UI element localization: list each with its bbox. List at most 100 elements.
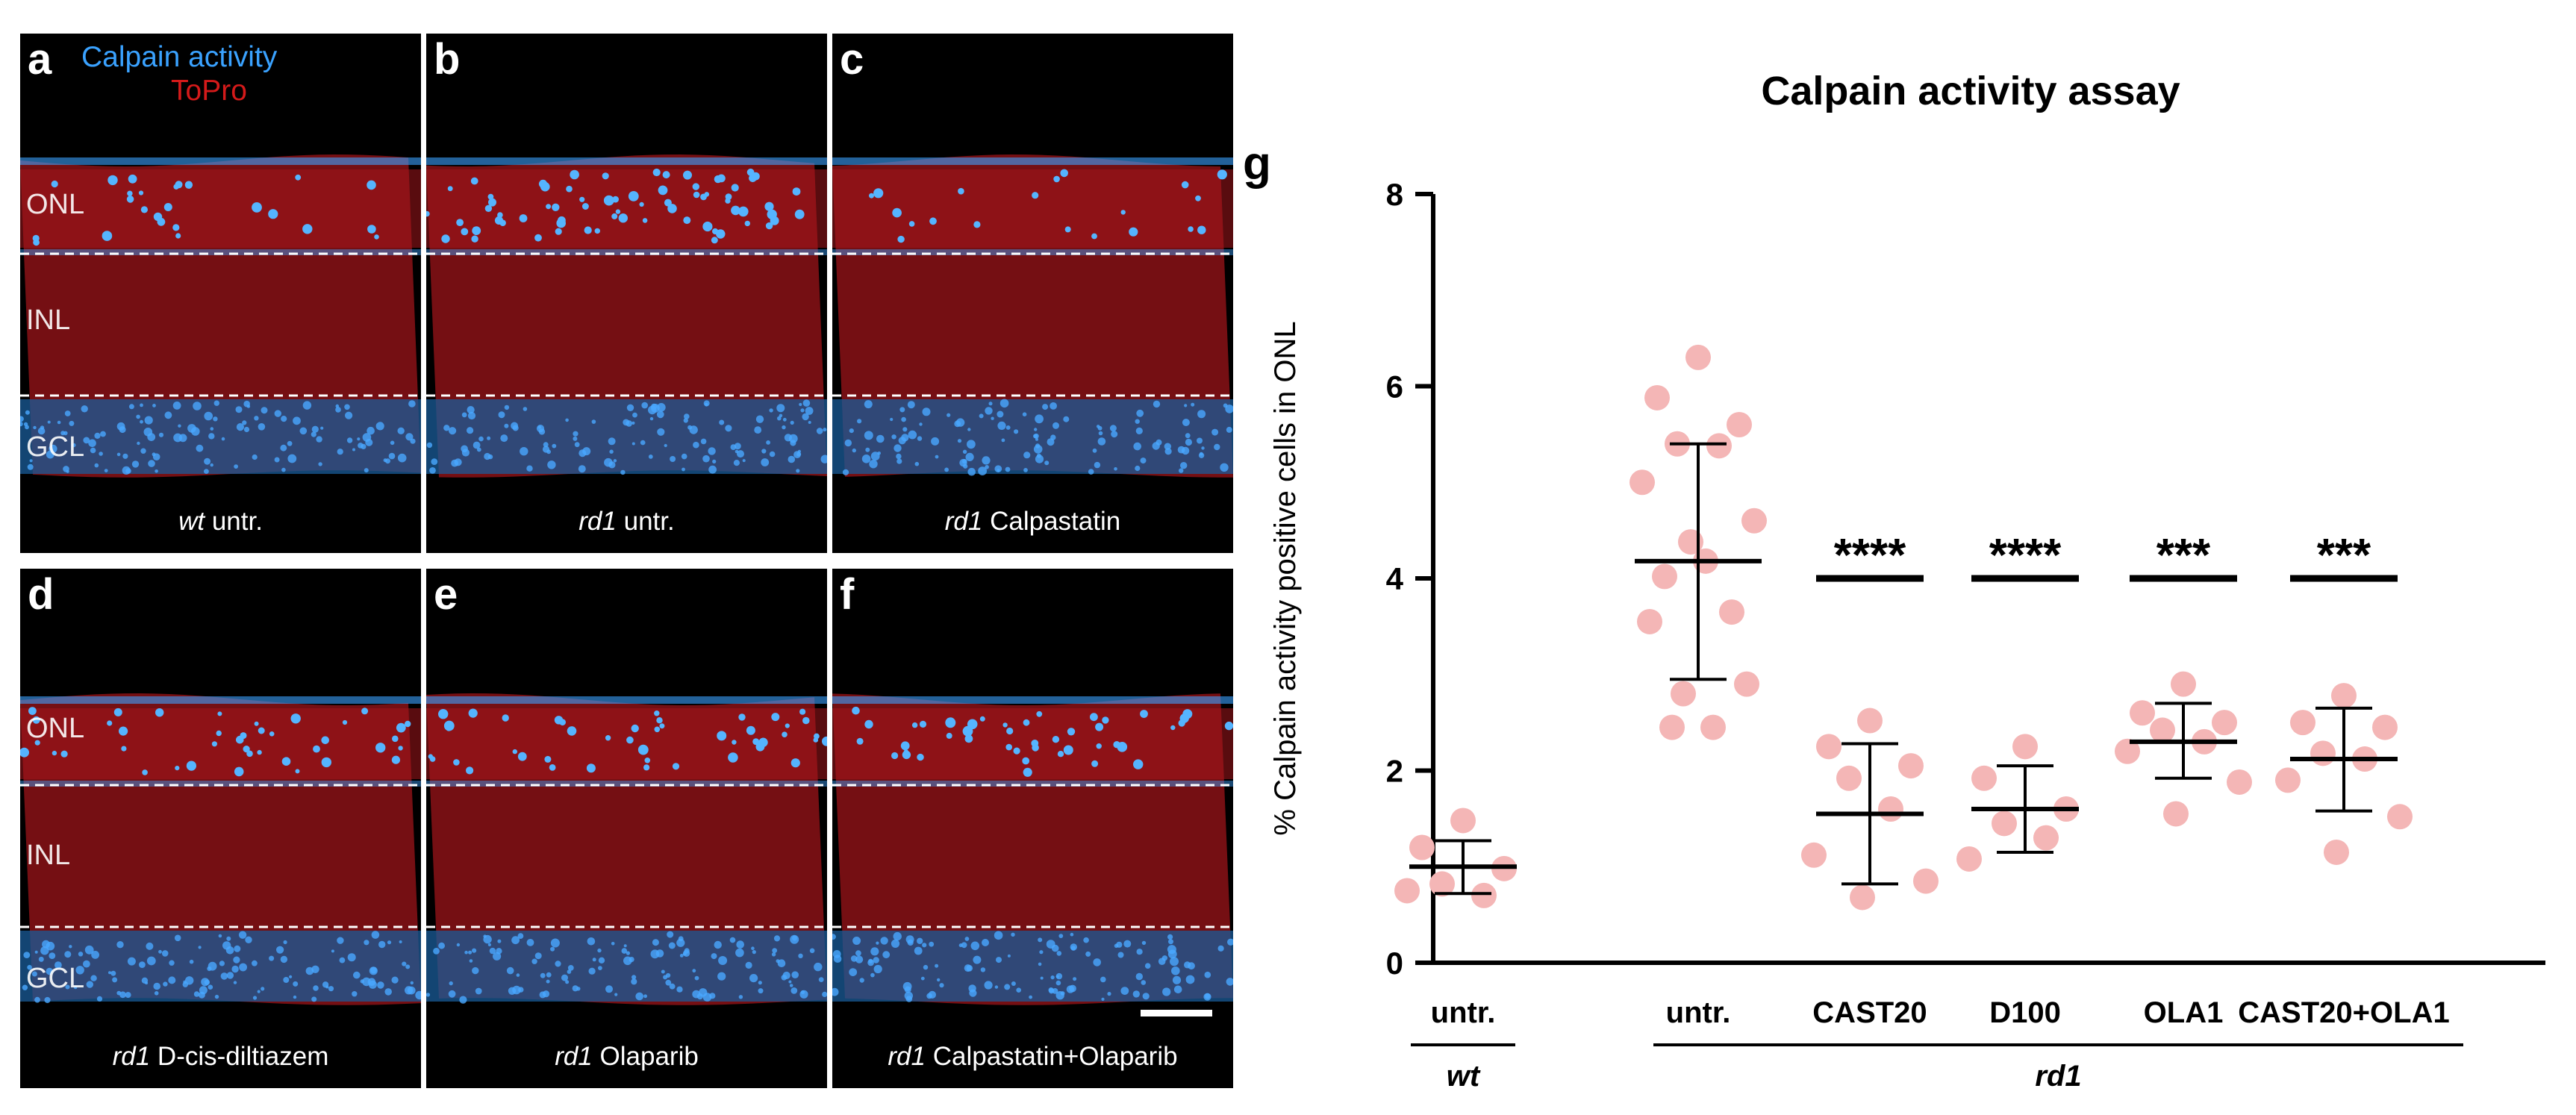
caption-genotype: wt [178, 507, 205, 536]
retina-section-image [426, 154, 827, 478]
layer-label-gcl: GCL [26, 431, 85, 463]
data-point [2275, 767, 2301, 793]
y-tick-label: 8 [1386, 177, 1403, 212]
data-point [2212, 710, 2237, 736]
caption-genotype: rd1 [578, 507, 617, 536]
data-point [1644, 384, 1670, 410]
x-category-label: untr. [1666, 996, 1731, 1029]
data-point [1700, 714, 1726, 740]
scale-bar [1141, 1010, 1212, 1016]
layer-label-onl: ONL [26, 713, 85, 744]
data-point [1734, 671, 1759, 697]
data-point [1898, 753, 1924, 779]
caption-genotype: rd1 [944, 507, 983, 536]
data-point [1659, 714, 1685, 740]
data-point [1471, 882, 1497, 908]
data-point [1727, 412, 1752, 437]
caption-treatment: D-cis-diltiazem [157, 1042, 329, 1071]
genotype-label: rd1 [2035, 1060, 2081, 1093]
data-point [2130, 700, 2155, 726]
y-tick-label: 0 [1386, 946, 1403, 981]
micrograph-panel-a: a Calpain activity ToPro ONL INL GCL wt untr. [20, 34, 421, 553]
x-category-label: CAST20 [1812, 996, 1927, 1029]
retina-section-image [20, 154, 421, 478]
retina-section-image [20, 693, 421, 1005]
data-point [1857, 708, 1883, 734]
y-tick-label: 4 [1386, 561, 1404, 596]
x-category-label: CAST20+OLA1 [2238, 996, 2449, 1029]
data-point [2324, 839, 2349, 865]
data-point [1836, 765, 1862, 791]
panel-letter: f [840, 570, 855, 619]
data-point [1992, 811, 2017, 837]
data-point [1450, 808, 1476, 834]
data-point [2115, 738, 2140, 764]
data-point [2372, 714, 2398, 740]
panel-letter: c [840, 35, 864, 84]
data-point [1637, 608, 1662, 634]
data-point [1706, 433, 1732, 459]
micrograph-panel-c: c rd1 Calpastatin [832, 34, 1233, 553]
retina-section-image [832, 154, 1233, 478]
data-point [2227, 769, 2252, 795]
data-point [1801, 842, 1827, 868]
data-point [2033, 825, 2059, 851]
caption-genotype: rd1 [555, 1042, 593, 1071]
y-axis-label: % Calpain activity positive cells in ONL [1269, 321, 1302, 835]
panel-caption: wt untr. [20, 507, 421, 537]
legend-calpain-activity: Calpain activity [81, 41, 278, 73]
data-point [1956, 846, 1982, 872]
stain-legend: Calpain activity ToPro [81, 41, 277, 108]
layer-label-inl: INL [26, 840, 71, 871]
genotype-label: wt [1447, 1060, 1481, 1093]
caption-treatment: untr. [211, 507, 263, 536]
data-point [1850, 884, 1875, 911]
y-tick-label: 2 [1386, 754, 1403, 789]
data-point [1719, 599, 1744, 625]
panel-caption: rd1 Calpastatin [832, 507, 1233, 537]
legend-topro: ToPro [171, 74, 247, 107]
panel-caption: rd1 D-cis-diltiazem [20, 1042, 421, 1072]
caption-treatment: Calpastatin [990, 507, 1121, 536]
data-point [2150, 717, 2175, 743]
panel-letter: a [28, 35, 52, 84]
x-category-label: untr. [1431, 996, 1496, 1029]
data-point [1878, 796, 1903, 822]
retina-section-image [426, 693, 827, 1005]
micrograph-panel-d: d ONL INL GCL rd1 D-cis-diltiazem [20, 569, 421, 1088]
data-point [2290, 710, 2315, 736]
data-point [1630, 469, 1655, 496]
panel-letter: b [434, 35, 461, 84]
micrograph-panel-f: f rd1 Calpastatin+Olaparib [832, 569, 1233, 1088]
data-point [1394, 878, 1420, 904]
data-point [2163, 801, 2189, 827]
data-point [2387, 804, 2413, 830]
caption-treatment: Calpastatin+Olaparib [932, 1042, 1178, 1071]
layer-label-inl: INL [26, 304, 71, 336]
panel-letter: d [28, 570, 54, 619]
data-point [1429, 871, 1455, 897]
chart-title: Calpain activity assay [1761, 69, 2180, 113]
panel-letter: e [434, 570, 458, 619]
retina-section-image [832, 693, 1233, 1005]
data-point [1913, 868, 1939, 894]
data-point [1652, 563, 1677, 590]
panel-letter: g [1243, 138, 1271, 190]
data-point [2012, 734, 2038, 760]
data-point [1816, 734, 1841, 760]
micrograph-panel-b: b rd1 untr. [426, 34, 827, 553]
x-category-label: OLA1 [2144, 996, 2224, 1029]
x-category-label: D100 [1989, 996, 2061, 1029]
caption-treatment: Olaparib [599, 1042, 699, 1071]
micrograph-panel-e: e rd1 Olaparib [426, 569, 827, 1088]
caption-genotype: rd1 [888, 1042, 926, 1071]
caption-genotype: rd1 [112, 1042, 151, 1071]
layer-label-onl: ONL [26, 189, 85, 220]
calpain-activity-chart: Calpain activity assay g % Calpain activit… [1243, 69, 2545, 1093]
significance-stars: *** [2156, 530, 2211, 581]
data-point [1409, 834, 1435, 861]
data-point [2171, 671, 2196, 697]
significance-stars: **** [1834, 530, 1906, 581]
data-point [1971, 765, 1997, 791]
significance-stars: *** [2317, 530, 2371, 581]
